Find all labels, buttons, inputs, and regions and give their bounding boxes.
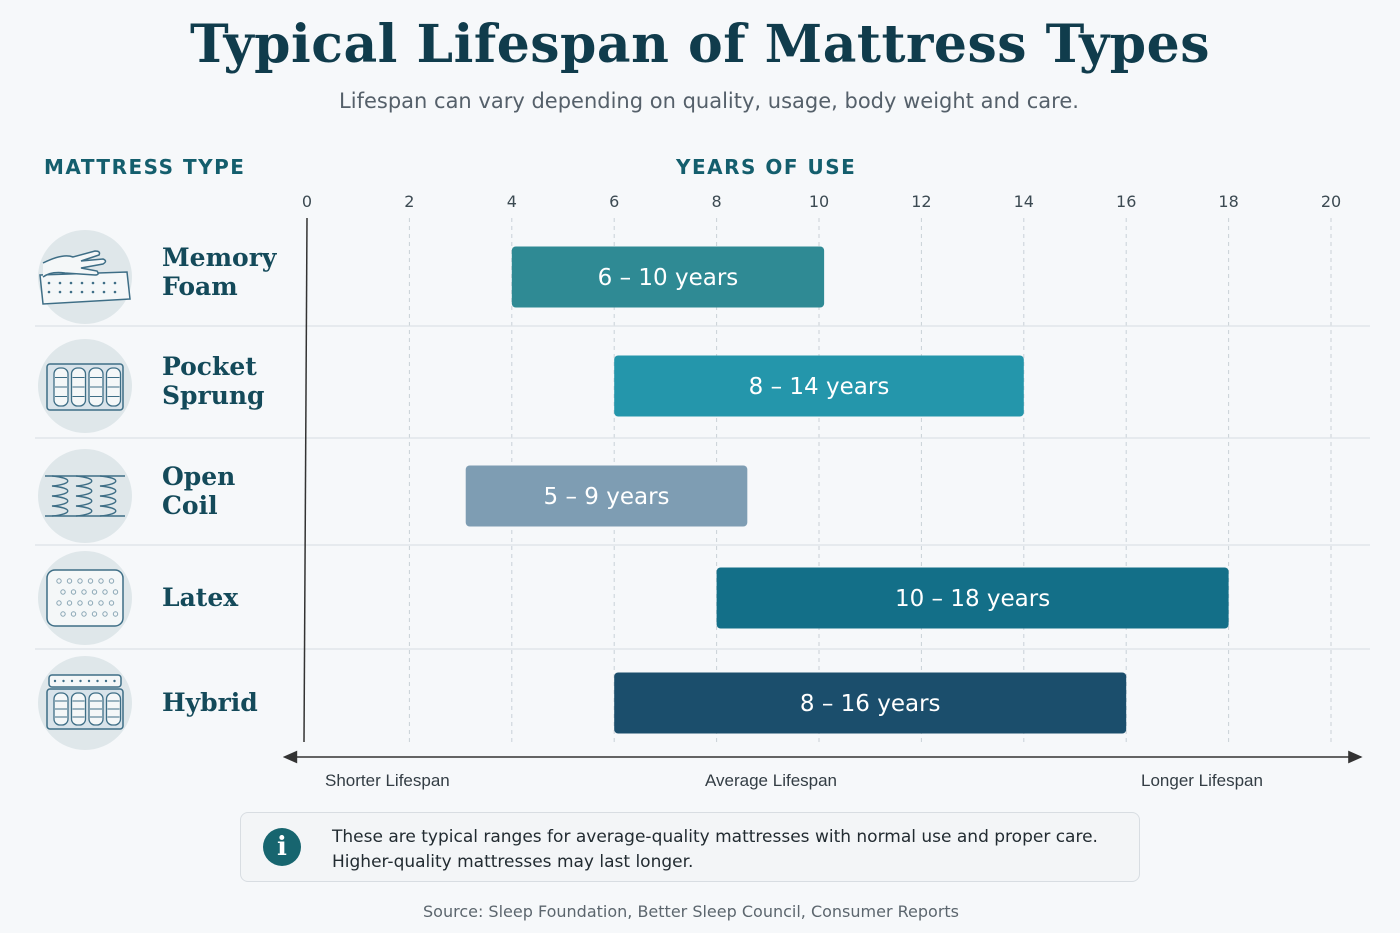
pocket-spring-icon <box>38 339 132 433</box>
category-label: Foam <box>162 272 238 301</box>
info-icon: i <box>263 828 301 866</box>
info-note-text: These are typical ranges for average-qua… <box>332 825 1122 875</box>
category-label: Memory <box>162 243 278 272</box>
bar-value-label: 8 – 16 years <box>800 691 941 717</box>
latex-icon <box>38 551 132 645</box>
x-axis-ticks: 0 2 4 6 8 10 12 14 16 18 20 <box>302 192 1341 211</box>
x-tick-label: 10 <box>809 192 829 211</box>
shorter-lifespan-label: Shorter Lifespan <box>325 771 450 790</box>
mattress-type-header: MATTRESS TYPE <box>44 155 246 179</box>
category-label: Sprung <box>162 381 265 410</box>
bar-value-label: 10 – 18 years <box>895 586 1050 612</box>
x-tick-label: 0 <box>302 192 312 211</box>
hybrid-icon <box>38 656 132 750</box>
x-tick-label: 16 <box>1116 192 1136 211</box>
info-note-line-1: These are typical ranges for average-qua… <box>332 827 1098 847</box>
info-note: i These are typical ranges for average-q… <box>240 812 1140 882</box>
chart-subtitle: Lifespan can vary depending on quality, … <box>339 89 1079 113</box>
source-citation: Source: Sleep Foundation, Better Sleep C… <box>423 902 959 921</box>
x-tick-label: 2 <box>404 192 414 211</box>
y-axis-line <box>303 217 308 743</box>
icon-background <box>38 449 132 543</box>
memory-foam-icon <box>38 230 132 324</box>
category-label: Pocket <box>162 352 257 381</box>
category-label: Hybrid <box>162 688 258 717</box>
x-tick-label: 18 <box>1218 192 1238 211</box>
range-bar <box>716 567 1229 629</box>
row-separators <box>35 325 1370 650</box>
category-label: Open <box>162 462 235 491</box>
range-bar <box>465 465 748 527</box>
x-tick-label: 12 <box>911 192 931 211</box>
range-bar <box>614 672 1127 734</box>
category-label: Latex <box>162 583 239 612</box>
range-bar <box>614 355 1024 417</box>
open-coil-icon <box>38 449 132 543</box>
info-note-line-2: Higher-quality mattresses may last longe… <box>332 852 694 872</box>
x-tick-label: 20 <box>1321 192 1341 211</box>
x-tick-label: 8 <box>712 192 722 211</box>
average-lifespan-label: Average Lifespan <box>705 771 838 790</box>
x-tick-label: 4 <box>507 192 517 211</box>
range-bar <box>511 246 825 308</box>
x-tick-label: 14 <box>1014 192 1034 211</box>
longer-lifespan-label: Longer Lifespan <box>1141 771 1263 790</box>
years-of-use-header: YEARS OF USE <box>676 155 857 179</box>
bar-value-label: 6 – 10 years <box>598 265 739 291</box>
bars: 6 – 10 years 8 – 14 years 5 – 9 years 10 – … <box>465 246 1229 734</box>
chart-title: Typical Lifespan of Mattress Types <box>189 14 1211 75</box>
row-icons <box>38 230 132 750</box>
x-tick-label: 6 <box>609 192 619 211</box>
bar-value-label: 8 – 14 years <box>749 374 890 400</box>
bar-value-label: 5 – 9 years <box>544 484 670 510</box>
category-label: Coil <box>162 491 218 520</box>
